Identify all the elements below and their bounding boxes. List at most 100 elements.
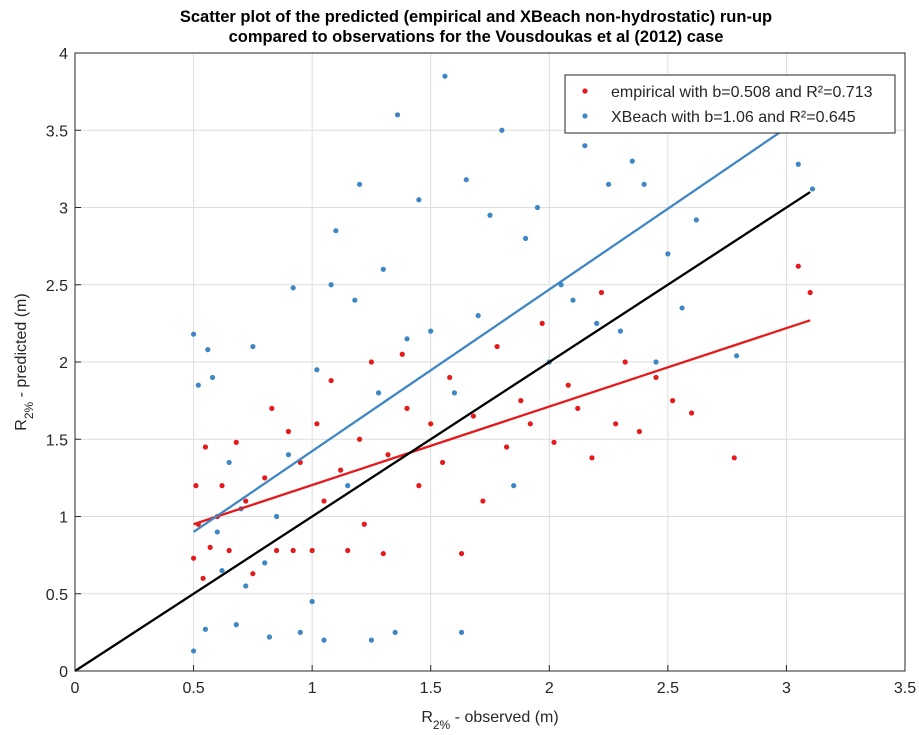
point bbox=[321, 637, 327, 643]
point bbox=[368, 637, 375, 643]
point bbox=[447, 374, 453, 381]
point bbox=[309, 598, 315, 605]
point bbox=[352, 297, 358, 303]
point bbox=[314, 367, 320, 373]
point bbox=[195, 382, 201, 388]
point bbox=[636, 428, 643, 435]
point bbox=[693, 217, 699, 223]
point bbox=[527, 421, 533, 427]
point bbox=[551, 439, 557, 445]
point bbox=[404, 405, 410, 411]
point bbox=[575, 405, 581, 411]
fit-line bbox=[192, 110, 811, 533]
x-tick-label: 0.5 bbox=[182, 680, 204, 697]
point bbox=[565, 382, 571, 388]
point bbox=[193, 483, 199, 489]
point bbox=[214, 529, 220, 535]
point bbox=[226, 547, 232, 554]
point bbox=[622, 359, 628, 365]
point bbox=[428, 328, 434, 334]
point bbox=[290, 547, 296, 554]
point bbox=[380, 266, 386, 272]
point bbox=[392, 629, 398, 635]
point bbox=[266, 634, 273, 640]
y-tick-label: 3.5 bbox=[46, 123, 68, 140]
y-tick-label: 1.5 bbox=[46, 432, 68, 449]
point bbox=[594, 320, 600, 326]
point bbox=[375, 390, 382, 396]
point bbox=[487, 212, 493, 218]
point bbox=[233, 622, 239, 628]
point bbox=[458, 629, 465, 635]
point bbox=[416, 483, 422, 489]
point bbox=[380, 550, 386, 557]
point bbox=[731, 455, 737, 461]
point bbox=[499, 127, 505, 133]
x-tick-label: 2.5 bbox=[657, 680, 679, 697]
chart-title: compared to observations for the Vousdou… bbox=[229, 28, 724, 46]
point bbox=[641, 181, 647, 187]
point bbox=[809, 186, 816, 192]
point bbox=[202, 626, 209, 632]
point bbox=[314, 421, 320, 427]
point bbox=[219, 567, 225, 574]
point bbox=[361, 521, 367, 527]
point bbox=[269, 405, 275, 411]
point bbox=[297, 629, 303, 635]
point bbox=[795, 263, 801, 269]
legend-marker bbox=[582, 113, 588, 119]
x-tick-label: 0 bbox=[71, 680, 80, 697]
point bbox=[273, 547, 280, 554]
point bbox=[233, 439, 239, 445]
point bbox=[807, 289, 813, 296]
legend-label: empirical with b=0.508 and R²=0.713 bbox=[611, 84, 873, 101]
point bbox=[589, 455, 595, 461]
y-axis-label: R2% - predicted (m) bbox=[13, 293, 36, 430]
fit-line bbox=[193, 319, 811, 526]
point bbox=[416, 197, 422, 203]
point bbox=[262, 560, 268, 566]
point bbox=[328, 282, 334, 288]
point bbox=[653, 359, 659, 365]
point bbox=[539, 320, 545, 326]
point bbox=[570, 297, 576, 303]
point bbox=[385, 452, 391, 458]
x-axis-label-part: - observed (m) bbox=[450, 709, 558, 726]
point bbox=[665, 251, 671, 257]
point bbox=[534, 204, 541, 211]
point bbox=[670, 398, 676, 404]
point bbox=[200, 575, 206, 581]
point bbox=[458, 550, 465, 557]
point bbox=[345, 547, 351, 554]
point bbox=[243, 498, 249, 504]
point bbox=[494, 343, 500, 350]
fit-line bbox=[74, 191, 811, 672]
point bbox=[338, 467, 344, 473]
point bbox=[328, 377, 334, 384]
point bbox=[688, 410, 695, 416]
point bbox=[205, 347, 211, 353]
point bbox=[202, 444, 209, 450]
y-tick-label: 2.5 bbox=[46, 278, 68, 295]
point bbox=[209, 374, 216, 381]
point bbox=[504, 444, 510, 450]
point bbox=[368, 359, 375, 365]
point bbox=[285, 452, 292, 458]
point bbox=[428, 421, 434, 427]
point bbox=[207, 544, 213, 551]
x-axis-label-part: 2% bbox=[433, 718, 451, 732]
y-axis-label-part: - predicted (m) bbox=[13, 293, 30, 401]
point bbox=[463, 177, 469, 183]
y-axis-label-part: 2% bbox=[22, 401, 36, 419]
point bbox=[470, 413, 476, 419]
point bbox=[734, 353, 740, 359]
point bbox=[190, 555, 197, 561]
x-tick-label: 3.5 bbox=[894, 680, 916, 697]
x-tick-label: 1.5 bbox=[420, 680, 442, 697]
point bbox=[511, 483, 517, 489]
point bbox=[190, 331, 197, 337]
point bbox=[679, 305, 685, 311]
point bbox=[598, 289, 605, 296]
point bbox=[321, 498, 327, 504]
point bbox=[582, 143, 588, 149]
